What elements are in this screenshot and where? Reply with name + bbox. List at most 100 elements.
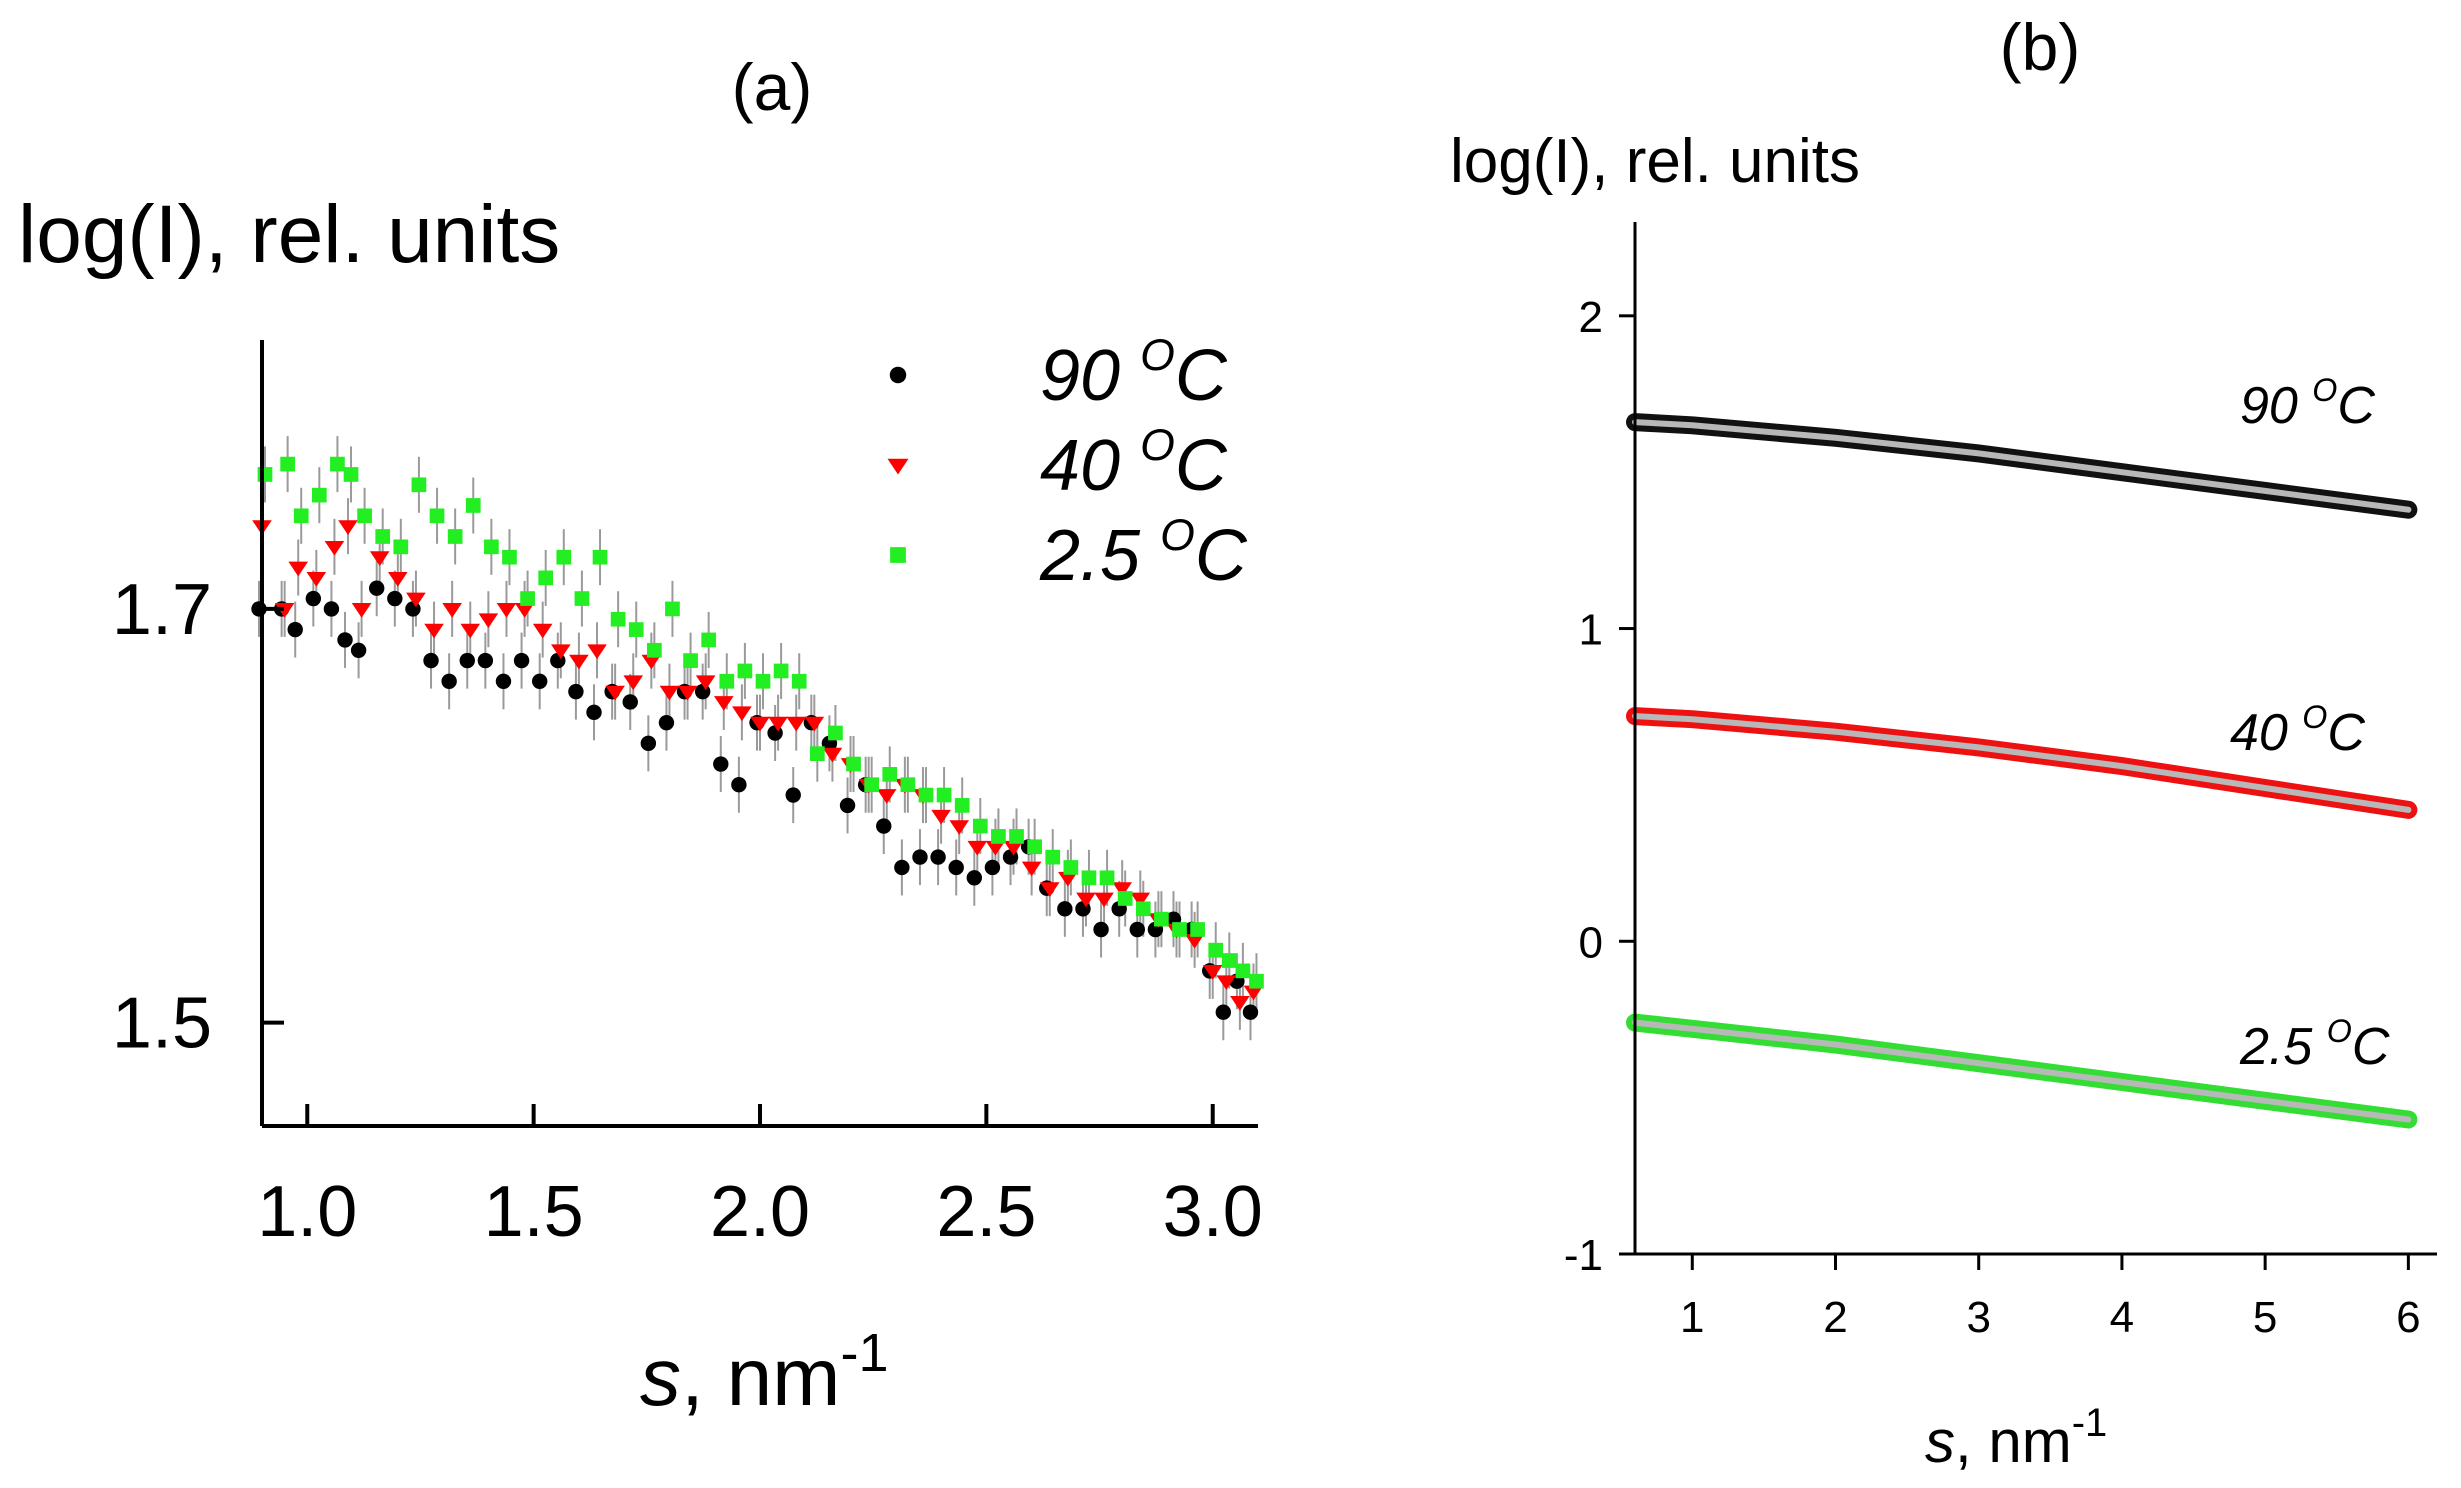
data-point	[954, 798, 970, 813]
panel-a-x-axis-var: s	[640, 1332, 681, 1423]
data-point	[936, 787, 952, 803]
data-point	[280, 456, 295, 472]
y-tick-label: 1.5	[112, 984, 212, 1064]
data-point	[918, 787, 934, 803]
data-point	[822, 747, 843, 763]
data-point	[411, 477, 427, 493]
fit-curve	[1632, 713, 2412, 813]
data-point	[538, 570, 554, 586]
data-point	[423, 652, 439, 669]
fit-curve	[1632, 419, 2412, 513]
data-point	[846, 756, 861, 772]
data-point	[311, 487, 327, 503]
data-point	[514, 603, 535, 618]
data-point	[622, 694, 638, 710]
data-point	[293, 508, 309, 524]
data-point	[1230, 996, 1250, 1011]
series-label: 40 OC	[2230, 699, 2365, 762]
data-point	[900, 777, 916, 793]
data-point	[306, 571, 327, 587]
data-point	[477, 652, 494, 669]
data-point	[324, 540, 345, 556]
data-point	[949, 820, 969, 835]
x-tick-label: 3	[1966, 1293, 1990, 1342]
y-tick-label: 0	[1579, 918, 1603, 967]
data-point	[809, 746, 825, 762]
data-point	[732, 706, 752, 722]
data-point	[786, 716, 807, 732]
data-point	[1099, 870, 1115, 886]
y-tick-label: -1	[1564, 1231, 1603, 1280]
data-point	[1003, 840, 1024, 856]
data-point	[930, 849, 946, 865]
x-tick-label: 1.0	[257, 1172, 357, 1252]
data-point	[1208, 942, 1224, 958]
data-point	[586, 704, 602, 721]
panel-b-label: (b)	[2000, 10, 2081, 84]
x-tick-label: 4	[2110, 1293, 2134, 1342]
data-point	[605, 685, 625, 701]
panel-b-x-axis-var: s	[1925, 1408, 1955, 1475]
data-point	[984, 859, 1001, 876]
data-point	[1202, 964, 1223, 980]
data-point	[876, 789, 897, 804]
x-tick-label: 1	[1680, 1293, 1704, 1342]
data-point	[658, 714, 675, 731]
data-point	[305, 590, 322, 607]
data-point	[484, 539, 499, 555]
data-point	[713, 756, 729, 772]
x-tick-label: 6	[2396, 1293, 2420, 1342]
data-point	[343, 467, 359, 482]
data-point	[568, 683, 584, 700]
data-point	[592, 549, 608, 565]
panel-b-series	[1626, 413, 2418, 1129]
panel-a-x-axis-title: s, nm-1	[640, 1323, 889, 1423]
data-point	[791, 673, 807, 689]
data-point	[1058, 871, 1078, 887]
data-point	[1235, 963, 1251, 979]
data-point	[459, 652, 475, 669]
data-point	[1027, 839, 1042, 855]
data-point	[274, 603, 295, 618]
data-point	[551, 644, 571, 660]
x-tick-label: 2.0	[710, 1172, 810, 1252]
data-point	[719, 673, 735, 689]
data-point	[556, 549, 572, 565]
data-point	[406, 592, 426, 608]
y-tick-label: 1	[1579, 606, 1603, 655]
y-tick-label: 2	[1579, 293, 1603, 342]
legend-marker	[887, 458, 909, 475]
panel-a-y-axis-title: log(I), rel. units	[18, 189, 560, 280]
x-tick-label: 2	[1823, 1293, 1847, 1342]
panel-b-y-axis-title: log(I), rel. units	[1450, 127, 1860, 196]
data-point	[1093, 921, 1109, 938]
data-point	[985, 840, 1006, 856]
data-point	[1094, 892, 1114, 908]
panel-b-axes: 1 2 3 4 5 6 -1 0 1 2	[1564, 222, 2437, 1342]
x-tick-label: 2.5	[936, 1172, 1036, 1252]
data-point	[839, 797, 856, 814]
legend-label: 90 OC	[1040, 331, 1228, 416]
data-point	[804, 716, 825, 732]
data-point	[338, 520, 358, 535]
data-point	[640, 735, 657, 752]
data-point	[513, 652, 530, 669]
data-point	[864, 777, 880, 793]
data-point	[1117, 891, 1133, 906]
data-point	[876, 818, 892, 834]
panel-a-points	[251, 456, 1264, 1020]
data-point	[610, 611, 626, 627]
data-point	[641, 654, 662, 670]
data-point	[967, 840, 988, 856]
data-point	[1172, 922, 1187, 937]
data-point	[912, 849, 928, 865]
data-point	[991, 829, 1006, 844]
data-point	[737, 663, 753, 679]
data-point	[966, 870, 983, 886]
data-point	[387, 590, 403, 607]
data-point	[1243, 985, 1264, 1001]
data-point	[350, 642, 367, 658]
data-point	[1190, 922, 1205, 937]
